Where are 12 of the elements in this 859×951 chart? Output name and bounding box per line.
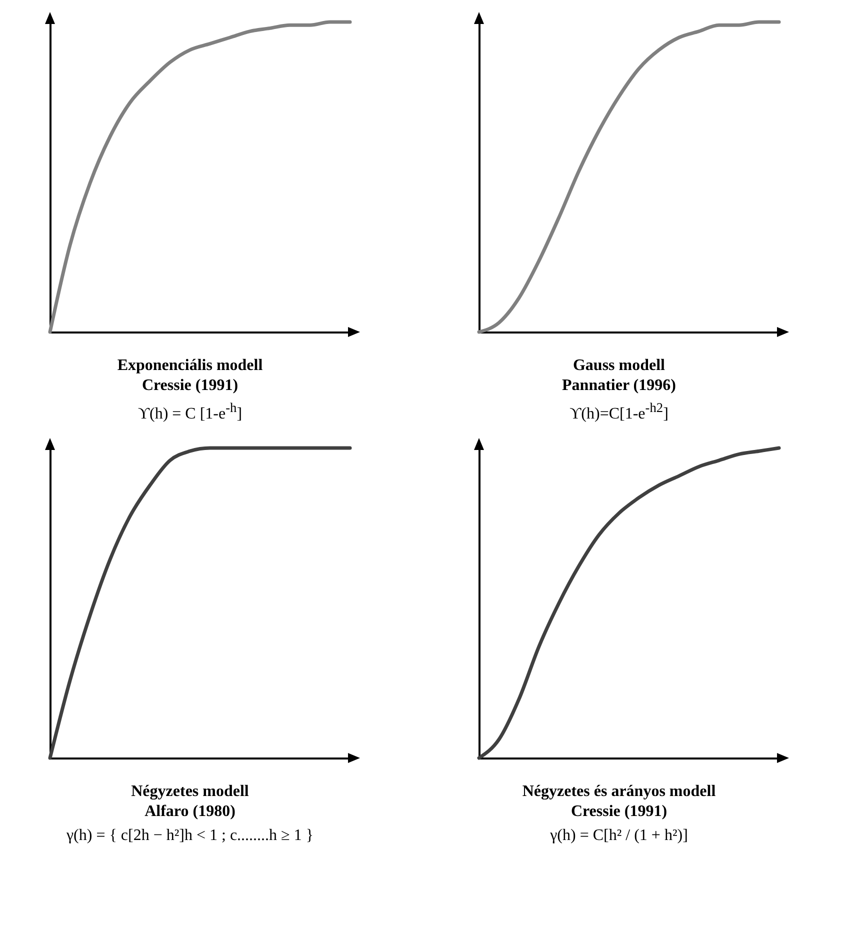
text: Cressie (1991) (140, 376, 240, 396)
text: Pannatier (1996) (561, 376, 677, 396)
text: Alfaro (1980) (144, 802, 236, 822)
text: ϒ(h) = C [1-e$^{-h}$] (136, 400, 244, 424)
text: Négyzetes modell (130, 782, 250, 802)
text: Cressie (1991) (570, 802, 668, 822)
text: Exponenciális modell (116, 356, 264, 376)
text: Négyzetes és arányos modell (521, 782, 717, 802)
text: γ(h) = C[h² / (1 + h²)] (549, 826, 689, 846)
text: Gauss modell (572, 356, 666, 376)
text: γ(h) = { c[2h − h²]h < 1 ; c........h ≥ 1 } (65, 826, 315, 846)
text: ϒ(h)=C[1-e$^{-h2}$] (568, 400, 670, 424)
